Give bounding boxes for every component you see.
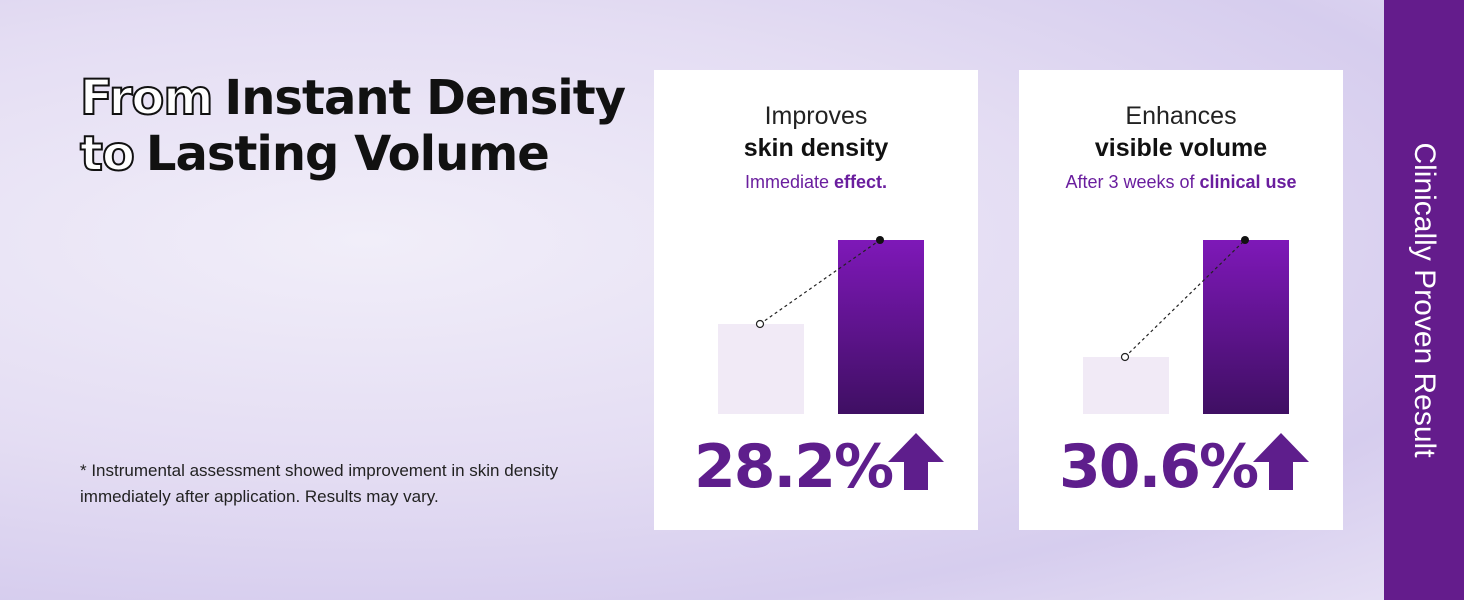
sidebar-text: Clinically Proven Result: [1408, 142, 1441, 458]
footnote: * Instrumental assessment showed improve…: [80, 461, 559, 506]
point: [755, 319, 765, 329]
card-subtitle: After 3 weeks of clinical use: [1019, 172, 1343, 193]
solid-words: Lasting Volume: [145, 126, 550, 182]
card-title: Improves: [764, 102, 868, 130]
stat: 30.6%: [1059, 432, 1259, 502]
result-card: Improves skin density Immediate effect. 2…: [654, 70, 978, 530]
headline-line: to Lasting Volume: [79, 125, 625, 183]
sidebar: Clinically Proven Result: [1384, 0, 1464, 600]
up-arrow: [1253, 433, 1309, 490]
point: [876, 236, 884, 244]
subtitle-bold: effect.: [834, 172, 888, 192]
bar-graphic: [1083, 236, 1309, 490]
card-subtitle: Immediate effect.: [654, 172, 978, 193]
trend-line: [1124, 239, 1246, 358]
outline-word: to: [79, 125, 136, 183]
bar-graphic: [718, 236, 944, 490]
card-title-bold: visible volume: [1094, 134, 1268, 162]
after-bar: [838, 240, 924, 414]
stat: 28.2%: [694, 432, 894, 502]
card-title: Enhances: [1125, 102, 1237, 130]
point: [1241, 236, 1249, 244]
point: [1120, 352, 1130, 362]
result-card: Enhances visible volume After 3 weeks of…: [1019, 70, 1343, 530]
up-arrow: [888, 433, 944, 490]
trend-line: [759, 239, 881, 325]
headline: From Instant Density to Lasting Volume: [79, 69, 626, 183]
after-bar: [1203, 240, 1289, 414]
solid-words: Instant Density: [224, 70, 626, 126]
headline-line: From Instant Density: [79, 69, 626, 127]
card-title-bold: skin density: [743, 134, 889, 162]
before-bar: [1083, 357, 1169, 414]
outline-word: From: [79, 69, 214, 127]
subtitle-text: After 3 weeks of: [1065, 172, 1195, 192]
before-bar: [718, 324, 804, 414]
subtitle-text: Immediate: [744, 172, 830, 192]
subtitle-bold: clinical use: [1199, 172, 1297, 192]
